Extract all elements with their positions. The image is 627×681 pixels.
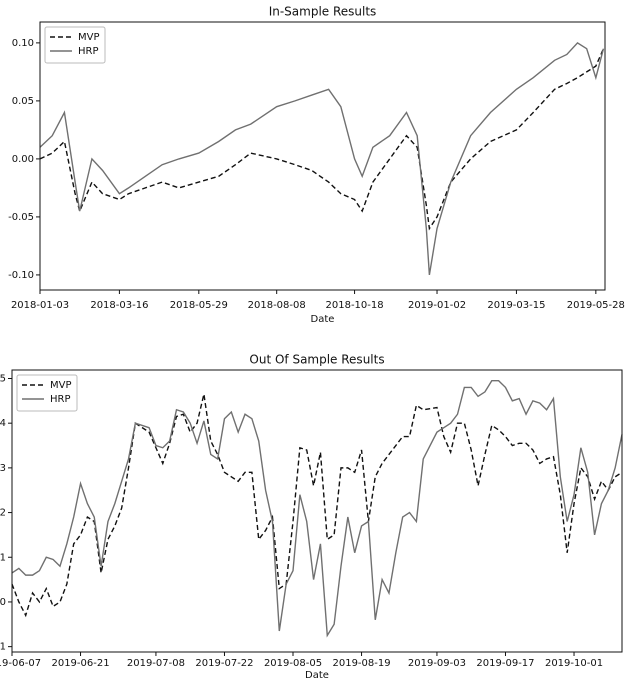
x-axis-label: Date <box>305 670 329 681</box>
y-tick-label: 0.02 <box>0 508 6 519</box>
x-tick-label: 2018-08-08 <box>248 300 306 311</box>
legend-label: HRP <box>78 46 99 57</box>
y-tick-label: 0.01 <box>0 552 6 563</box>
x-tick-label: 2018-10-18 <box>326 300 384 311</box>
y-tick-label: 0.10 <box>12 38 34 49</box>
legend-label: MVP <box>78 32 100 43</box>
series-line <box>11 380 623 638</box>
chart-title: In-Sample Results <box>269 5 377 19</box>
x-tick-label: 2019-09-03 <box>408 658 466 669</box>
y-tick-label: 0.03 <box>0 463 6 474</box>
y-tick-label: 0.00 <box>12 154 34 165</box>
x-tick-label: 2019-08-05 <box>264 658 322 669</box>
y-tick-label: 0.00 <box>0 597 6 608</box>
series-line <box>11 393 623 618</box>
x-tick-label: 2019-05-28 <box>567 300 625 311</box>
legend-label: HRP <box>50 394 71 405</box>
series-line <box>39 41 605 276</box>
plot-frame <box>11 369 623 653</box>
y-tick-label: -0.05 <box>8 212 34 223</box>
x-tick-label: 2018-05-29 <box>170 300 228 311</box>
x-tick-label: 2019-06-21 <box>51 658 109 669</box>
chart-title: Out Of Sample Results <box>249 353 384 367</box>
legend: MVP HRP <box>44 26 106 64</box>
legend-box <box>16 374 78 412</box>
x-tick-label: 2019-08-19 <box>332 658 390 669</box>
series-line <box>39 48 605 231</box>
x-tick-label: 2019-09-17 <box>476 658 534 669</box>
x-tick-label: 2019-07-08 <box>127 658 185 669</box>
legend-label: MVP <box>50 380 72 391</box>
x-tick-label: 2019-10-01 <box>545 658 603 669</box>
x-tick-label: 2019-07-22 <box>195 658 253 669</box>
y-tick-label: 0.05 <box>12 96 34 107</box>
x-tick-label: 2018-01-03 <box>11 300 69 311</box>
y-tick-label: -0.01 <box>0 642 6 653</box>
x-tick-label: 2019-03-15 <box>487 300 545 311</box>
plot-frame <box>39 21 606 291</box>
x-axis-label: Date <box>311 314 335 325</box>
x-tick-label: 2018-03-16 <box>90 300 148 311</box>
legend: MVP HRP <box>16 374 78 412</box>
y-tick-label: -0.10 <box>8 270 34 281</box>
x-tick-label: 2019-01-02 <box>408 300 466 311</box>
legend-box <box>44 26 106 64</box>
x-tick-label: 2019-06-07 <box>0 658 41 669</box>
y-tick-label: 0.05 <box>0 373 6 384</box>
y-tick-label: 0.04 <box>0 418 6 429</box>
